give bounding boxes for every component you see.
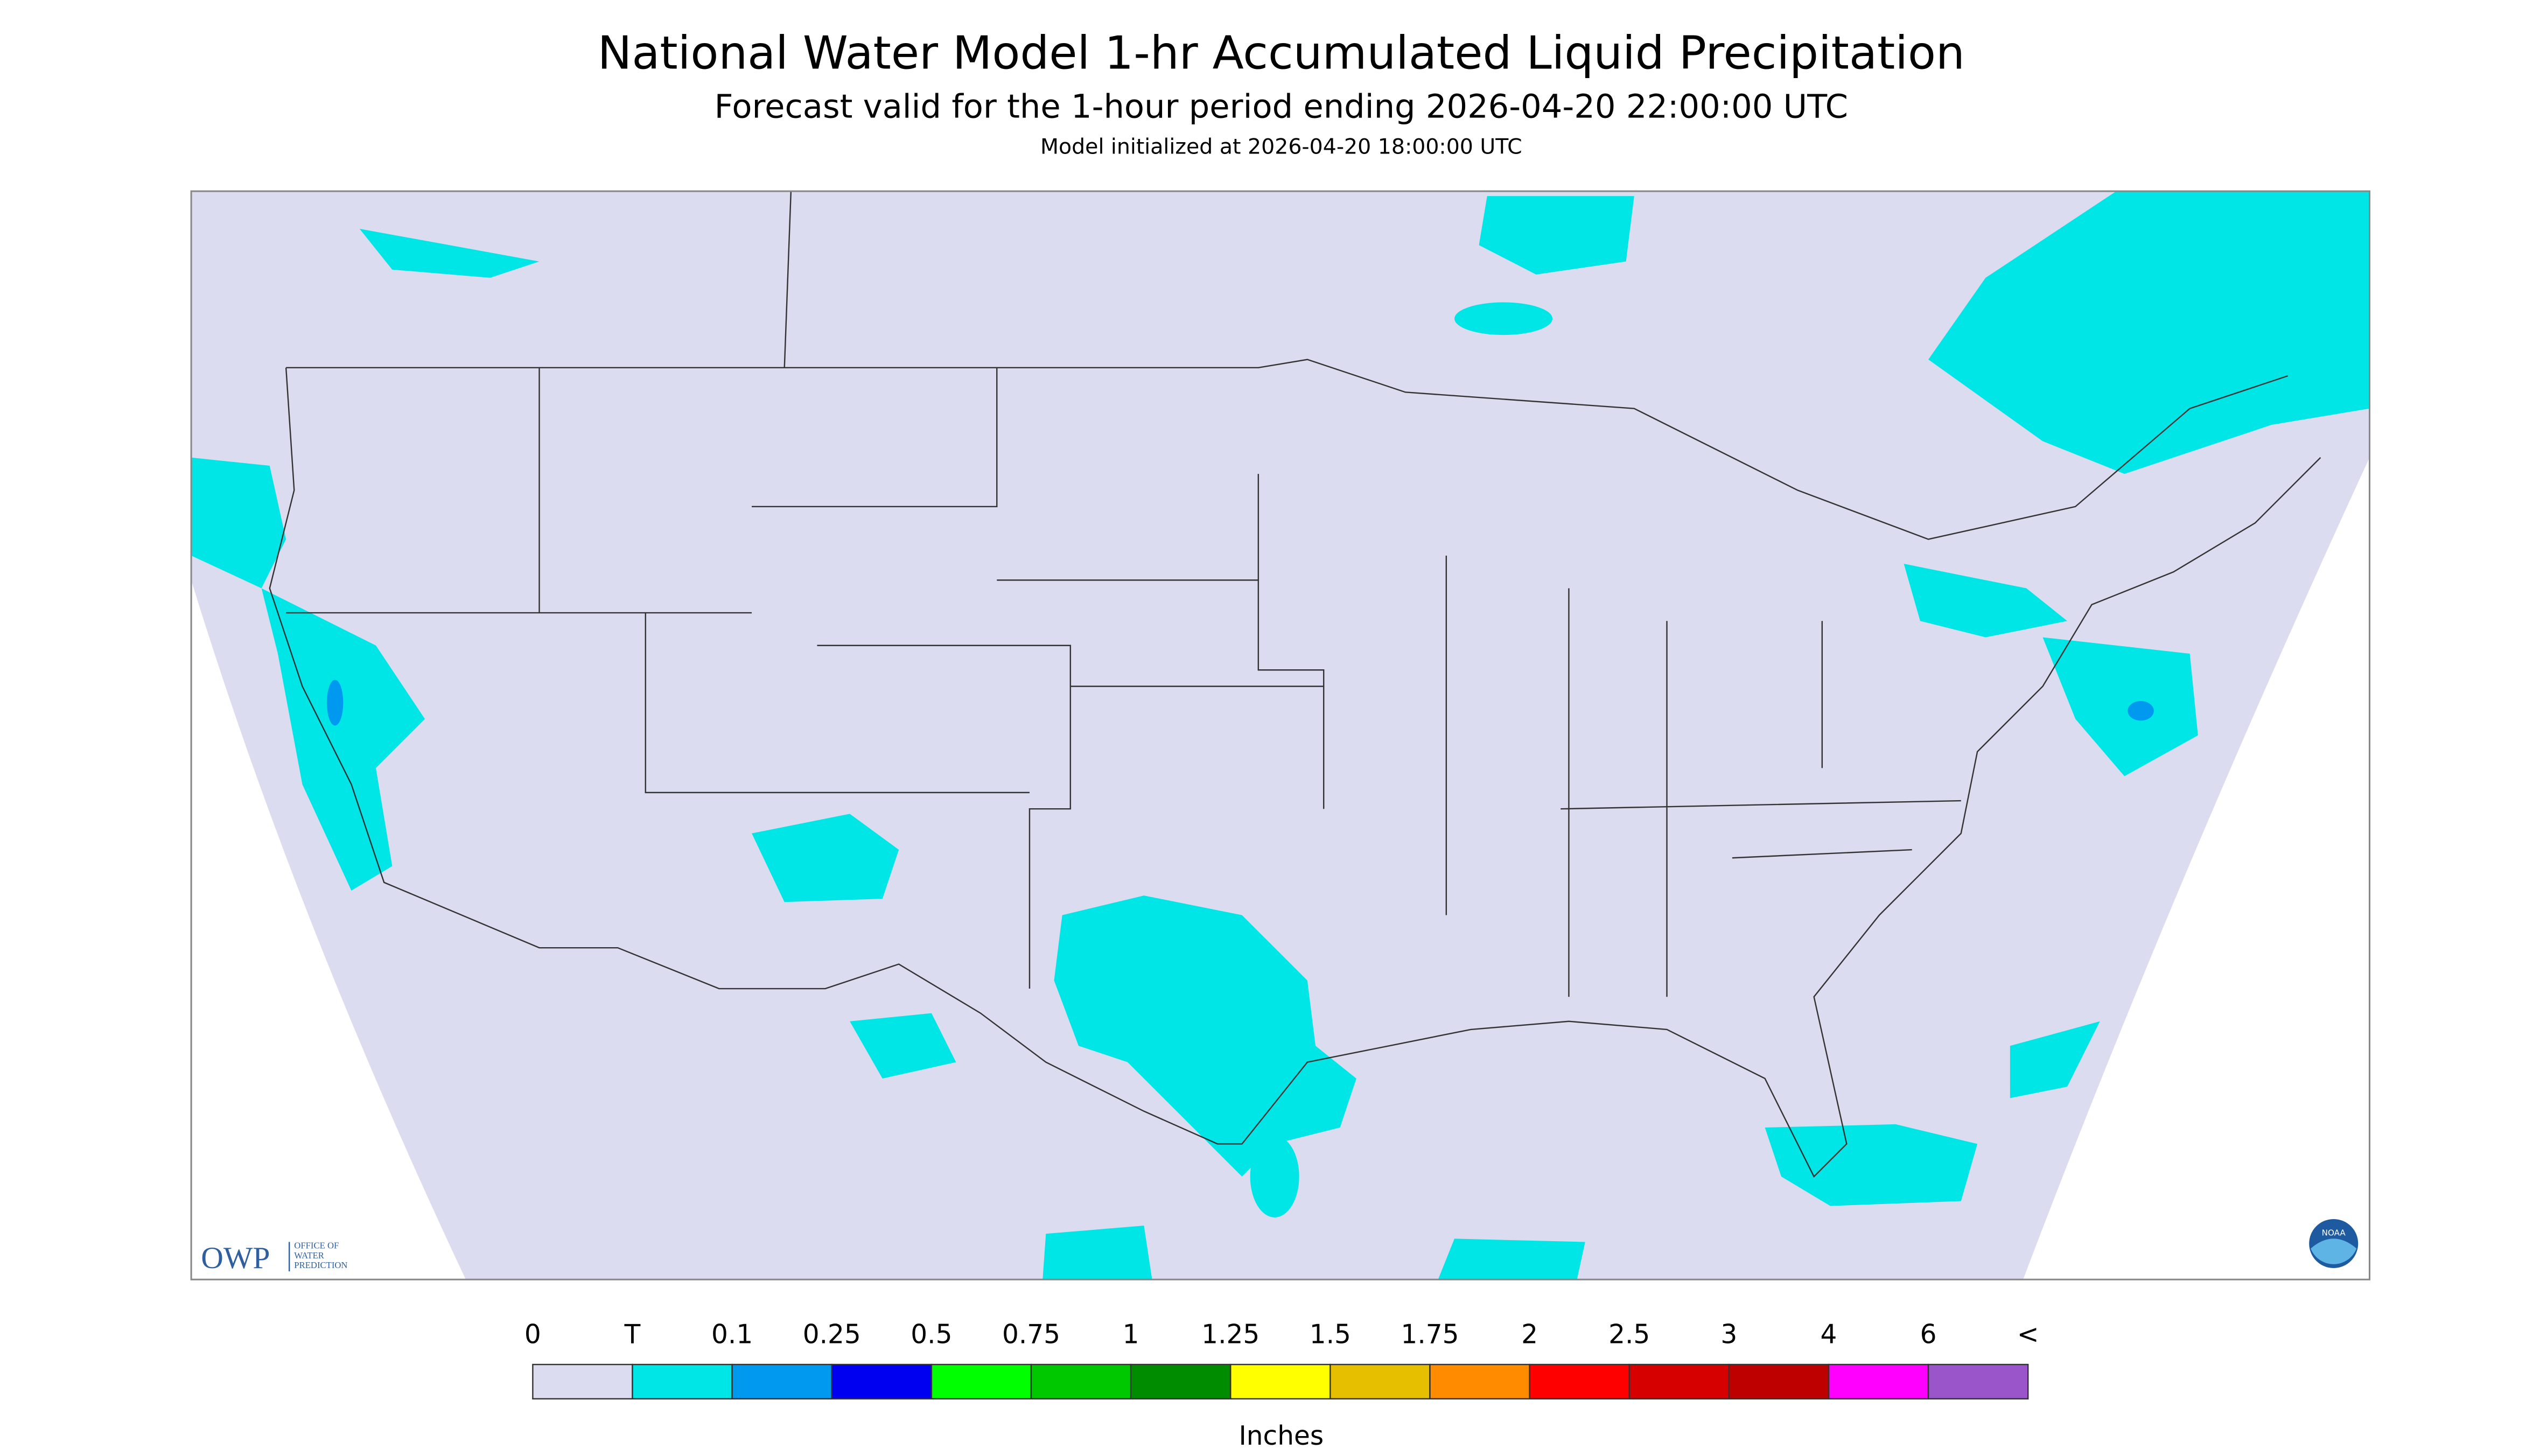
legend-swatch: [1628, 1363, 1730, 1399]
legend-swatch: [1030, 1363, 1132, 1399]
legend-label: T: [624, 1320, 641, 1350]
legend-label: 0: [524, 1320, 541, 1350]
legend-label: 3: [1720, 1320, 1737, 1350]
legend-swatch: [831, 1363, 933, 1399]
map-frame: [190, 190, 2371, 1280]
legend-label: 0.1: [711, 1320, 753, 1350]
legend-swatch: [632, 1363, 733, 1399]
projection-area: [191, 191, 2370, 1280]
owp-text: OFFICE OF: [294, 1241, 339, 1251]
legend-label: 0.25: [803, 1320, 861, 1350]
legend-label: 6: [1920, 1320, 1937, 1350]
legend-label: 0.75: [1002, 1320, 1060, 1350]
init-time: Model initialized at 2026-04-20 18:00:00…: [1040, 134, 1522, 159]
legend-label: 1.75: [1401, 1320, 1459, 1350]
noaa-logo-wave: [2311, 1238, 2357, 1264]
legend-label: 4: [1821, 1320, 1837, 1350]
legend-label: 1: [1123, 1320, 1139, 1350]
boundaries: [269, 191, 2321, 1178]
legend-label: 2.5: [1608, 1320, 1650, 1350]
legend-swatch: [1130, 1363, 1231, 1399]
legend-label: <: [2017, 1320, 2039, 1350]
legend-swatch: [1927, 1363, 2029, 1399]
legend-swatch: [1529, 1363, 1630, 1399]
owp-text: PREDICTION: [294, 1260, 347, 1270]
legend-swatch: [731, 1363, 832, 1399]
legend-unit: Inches: [1238, 1421, 1324, 1451]
noaa-text: NOAA: [2322, 1228, 2346, 1237]
legend-swatch: [532, 1363, 633, 1399]
legend-label: 1.5: [1310, 1320, 1351, 1350]
legend-swatch: [1429, 1363, 1530, 1399]
legend-label: 0.5: [911, 1320, 952, 1350]
legend-swatch: [1728, 1363, 1830, 1399]
legend: 0 T 0.1 0.25 0.5 0.75 1 1.25 1.5 1.75 2 2.5 3 4 6 <: [524, 1320, 2039, 1399]
map: OWP OFFICE OF WATER PREDICTION NOAA: [190, 190, 2371, 1280]
owp-logo: OWP: [201, 1241, 270, 1275]
title: National Water Model 1-hr Accumulated Li…: [598, 26, 1965, 80]
legend-label: 2: [1521, 1320, 1538, 1350]
legend-swatch: [1230, 1363, 1331, 1399]
legend-swatch: [1828, 1363, 1929, 1399]
subtitle: Forecast valid for the 1-hour period end…: [715, 88, 1848, 126]
owp-text: WATER: [294, 1250, 324, 1261]
legend-swatch: [930, 1363, 1032, 1399]
legend-swatch: [1330, 1363, 1431, 1399]
precip-areas: [191, 191, 2370, 1280]
legend-label: 1.25: [1201, 1320, 1259, 1350]
